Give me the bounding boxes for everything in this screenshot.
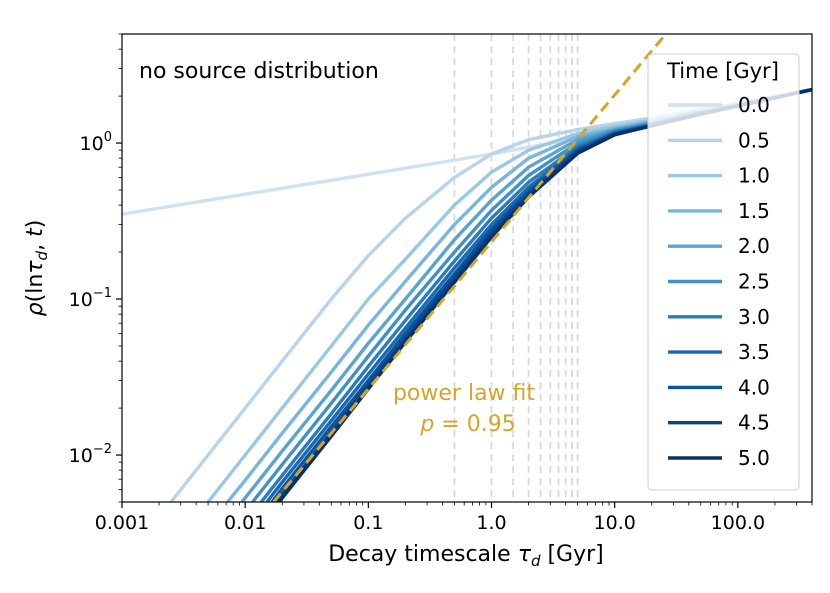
x-axis-label: Decay timescale τd [Gyr] xyxy=(328,542,604,570)
y-axis-label-close: ) xyxy=(23,220,48,229)
legend-label-5.0: 5.0 xyxy=(738,446,770,470)
y-axis-label-rho: ρ xyxy=(23,302,48,316)
y-axis-label-comma: , xyxy=(23,237,48,251)
y-tick-label: 10−1 xyxy=(69,286,112,311)
fit-p-symbol: p xyxy=(419,412,434,437)
legend: Time [Gyr] 0.0 0.5 1.0 1.5 2.0 2.5 3.0 3.5 4.0 4.… xyxy=(647,53,800,491)
legend-label-0.0: 0.0 xyxy=(738,93,770,117)
fit-p-number: = 0.95 xyxy=(434,412,515,437)
legend-label-0.5: 0.5 xyxy=(738,128,770,152)
legend-box xyxy=(647,53,800,491)
y-tick-label: 100 xyxy=(80,130,112,155)
legend-label-3.0: 3.0 xyxy=(738,305,770,329)
y-tick-exp: −1 xyxy=(93,286,112,301)
x-axis-label-text: Decay timescale xyxy=(328,542,517,567)
y-tick-base: 10 xyxy=(69,445,93,467)
y-axis-label-open: (ln xyxy=(23,274,48,303)
fit-label: power law fit xyxy=(393,381,535,406)
x-axis-label-tau: τ xyxy=(518,542,532,567)
x-tick-label-10.0: 10.0 xyxy=(594,512,636,534)
x-tick-label-1.0: 1.0 xyxy=(476,512,506,534)
legend-title: Time [Gyr] xyxy=(666,59,779,83)
legend-label-4.5: 4.5 xyxy=(738,411,770,435)
legend-label-3.5: 3.5 xyxy=(738,340,770,364)
y-tick-base: 10 xyxy=(80,133,104,155)
y-tick-exp: −2 xyxy=(93,442,112,457)
legend-label-1.5: 1.5 xyxy=(738,199,770,223)
y-tick-label: 10−2 xyxy=(69,442,112,467)
y-axis-label-sub: d xyxy=(33,250,51,260)
vertical-reference-lines xyxy=(453,34,579,502)
y-axis-label-tau: τ xyxy=(23,260,48,274)
y-tick-base: 10 xyxy=(69,289,93,311)
y-axis-label-t: t xyxy=(23,227,48,237)
y-tick-exp: 0 xyxy=(104,130,112,145)
fit-p-value: p = 0.95 xyxy=(419,412,515,437)
annotation-no-source: no source distribution xyxy=(139,59,379,84)
x-tick-label-100.0: 100.0 xyxy=(711,512,765,534)
x-tick-label-0.001: 0.001 xyxy=(95,512,149,534)
y-axis-label: ρ(lnτd, t) xyxy=(23,220,51,317)
legend-label-2.0: 2.0 xyxy=(738,234,770,258)
legend-label-1.0: 1.0 xyxy=(738,164,770,188)
x-axis-label-sub: d xyxy=(531,552,541,570)
legend-label-4.0: 4.0 xyxy=(738,375,770,399)
plot-frame xyxy=(121,33,813,503)
legend-label-2.5: 2.5 xyxy=(738,270,770,294)
x-tick-label-0.1: 0.1 xyxy=(353,512,383,534)
x-tick-label-0.01: 0.01 xyxy=(224,512,266,534)
x-axis-label-unit: [Gyr] xyxy=(540,542,603,567)
